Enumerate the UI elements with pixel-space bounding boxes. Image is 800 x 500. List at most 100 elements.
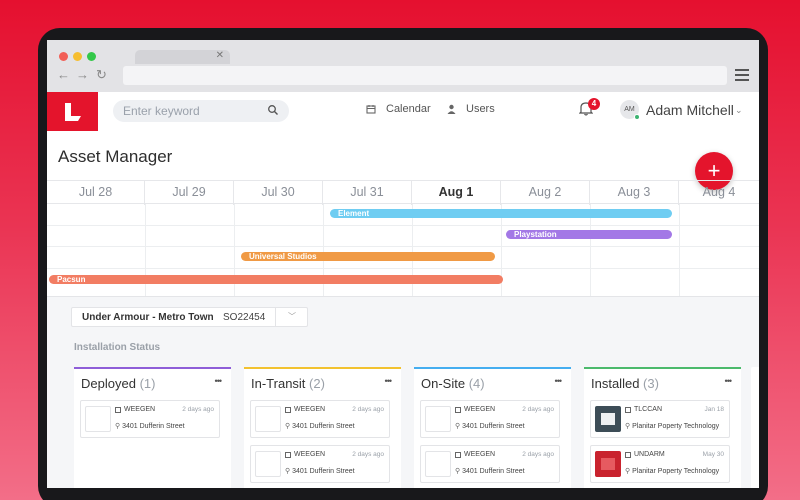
location-pin-icon: ⚲ [625,423,631,430]
asset-icon [625,406,631,413]
timeline-bar-universal-studios[interactable]: Universal Studios [241,252,495,261]
asset-name: UNDARM [634,451,665,458]
window-minimize-dot[interactable] [73,52,82,61]
asset-name: WEEGEN [464,451,496,458]
column-title: Deployed (1) [81,376,156,391]
asset-time: Jan 18 [704,406,724,413]
window-maximize-dot[interactable] [87,52,96,61]
asset-address: 3401 Dufferin Street [292,423,355,430]
nav-users[interactable]: Users [447,103,495,115]
timeline-date-jul29: Jul 29 [145,181,234,205]
window-close-dot[interactable] [59,52,68,61]
search-placeholder: Enter keyword [123,104,200,118]
asset-card[interactable]: WEEGEN 2 days ago ⚲ 3401 Dufferin Street [80,400,220,438]
online-status-dot [634,114,640,120]
search-icon[interactable] [267,104,279,116]
asset-thumbnail [595,451,621,477]
timeline-bar-playstation[interactable]: Playstation [506,230,672,239]
location-pin-icon: ⚲ [455,468,461,475]
chevron-down-icon[interactable]: ﹀ [288,312,296,321]
column-title: On-Site (4) [421,376,485,391]
asset-time: 2 days ago [352,406,384,413]
status-column-on-site: On-Site (4) ••• WEEGEN 2 days ago ⚲ 3401… [414,367,571,488]
timeline-date-aug4: Aug 4 [702,185,736,199]
asset-icon [625,451,631,458]
project-name: Under Armour - Metro Town [82,312,214,323]
asset-card[interactable]: UNDARM May 30 ⚲ Planitar Poperty Technol… [590,445,730,483]
location-pin-icon: ⚲ [625,468,631,475]
asset-time: 2 days ago [182,406,214,413]
asset-name: WEEGEN [294,406,326,413]
asset-icon [285,451,291,458]
forward-arrow-icon[interactable]: → [76,67,89,82]
timeline-date-aug3: Aug 3 [590,181,679,205]
browser-tab[interactable]: ✕ [135,50,230,64]
asset-address: 3401 Dufferin Street [292,468,355,475]
location-pin-icon: ⚲ [115,423,121,430]
status-column-installed: Installed (3) ••• TLCCAN Jan 18 ⚲ Planit… [584,367,741,488]
search-input[interactable]: Enter keyword [113,100,289,122]
asset-time: 2 days ago [522,406,554,413]
user-name[interactable]: Adam Mitchell [646,102,734,118]
asset-name: WEEGEN [294,451,326,458]
asset-icon [285,406,291,413]
status-column-next [751,367,759,488]
address-bar[interactable] [123,66,727,85]
calendar-icon [366,105,376,114]
reload-icon[interactable]: ↻ [96,67,107,82]
tab-close-icon[interactable]: ✕ [215,50,224,61]
asset-address: 3401 Dufferin Street [122,423,185,430]
nav-calendar-label: Calendar [386,103,431,115]
asset-card[interactable]: WEEGEN 2 days ago ⚲ 3401 Dufferin Street [250,400,390,438]
asset-address: 3401 Dufferin Street [462,468,525,475]
asset-name: WEEGEN [124,406,156,413]
column-title: Installed (3) [591,376,659,391]
asset-time: May 30 [702,451,724,458]
status-column-in-transit: In-Transit (2) ••• WEEGEN 2 days ago ⚲ 3… [244,367,401,488]
asset-thumbnail [425,451,451,477]
timeline-bar-element[interactable]: Element [330,209,672,218]
timeline-date-jul31: Jul 31 [323,181,412,205]
location-pin-icon: ⚲ [285,423,291,430]
asset-time: 2 days ago [522,451,554,458]
asset-thumbnail [595,406,621,432]
nav-calendar[interactable]: Calendar [366,103,431,115]
status-column-deployed: Deployed (1) ••• WEEGEN 2 days ago ⚲ 340… [74,367,231,488]
asset-card[interactable]: TLCCAN Jan 18 ⚲ Planitar Poperty Technol… [590,400,730,438]
column-menu-icon[interactable]: ••• [214,376,223,386]
column-menu-icon[interactable]: ••• [724,376,733,386]
asset-thumbnail [425,406,451,432]
nav-users-label: Users [466,103,495,115]
user-icon [447,104,456,114]
asset-icon [455,406,461,413]
app-logo[interactable] [47,92,98,131]
asset-thumbnail [85,406,111,432]
column-title: In-Transit (2) [251,376,325,391]
page-title: Asset Manager [58,147,173,166]
asset-icon [455,451,461,458]
location-pin-icon: ⚲ [455,423,461,430]
asset-card[interactable]: WEEGEN 2 days ago ⚲ 3401 Dufferin Street [420,445,560,483]
asset-thumbnail [255,406,281,432]
browser-menu-icon[interactable] [735,69,749,84]
installation-panel: Under Armour - Metro Town SO22454 ﹀ Inst… [47,296,759,488]
timeline-header: Jul 28 Jul 29 Jul 30 Jul 31 Aug 1 Aug 2 … [47,180,759,205]
section-label: Installation Status [74,342,161,353]
notification-badge: 4 [588,98,600,110]
asset-icon [115,406,121,413]
timeline-date-aug2: Aug 2 [501,181,590,205]
back-arrow-icon[interactable]: ← [57,67,70,82]
add-asset-button[interactable]: + [695,152,733,190]
chevron-down-icon[interactable]: ⌄ [735,105,743,115]
timeline-date-aug1: Aug 1 [412,181,501,205]
project-select[interactable]: Under Armour - Metro Town SO22454 ﹀ [71,307,308,327]
project-code: SO22454 [223,312,266,323]
location-pin-icon: ⚲ [285,468,291,475]
asset-card[interactable]: WEEGEN 2 days ago ⚲ 3401 Dufferin Street [250,445,390,483]
column-menu-icon[interactable]: ••• [554,376,563,386]
column-menu-icon[interactable]: ••• [384,376,393,386]
timeline-bar-pacsun[interactable]: Pacsun [49,275,503,284]
timeline-date-jul30: Jul 30 [234,181,323,205]
browser-window: ✕ ← → ↻ Enter keyword Calendar [47,40,759,488]
asset-card[interactable]: WEEGEN 2 days ago ⚲ 3401 Dufferin Street [420,400,560,438]
